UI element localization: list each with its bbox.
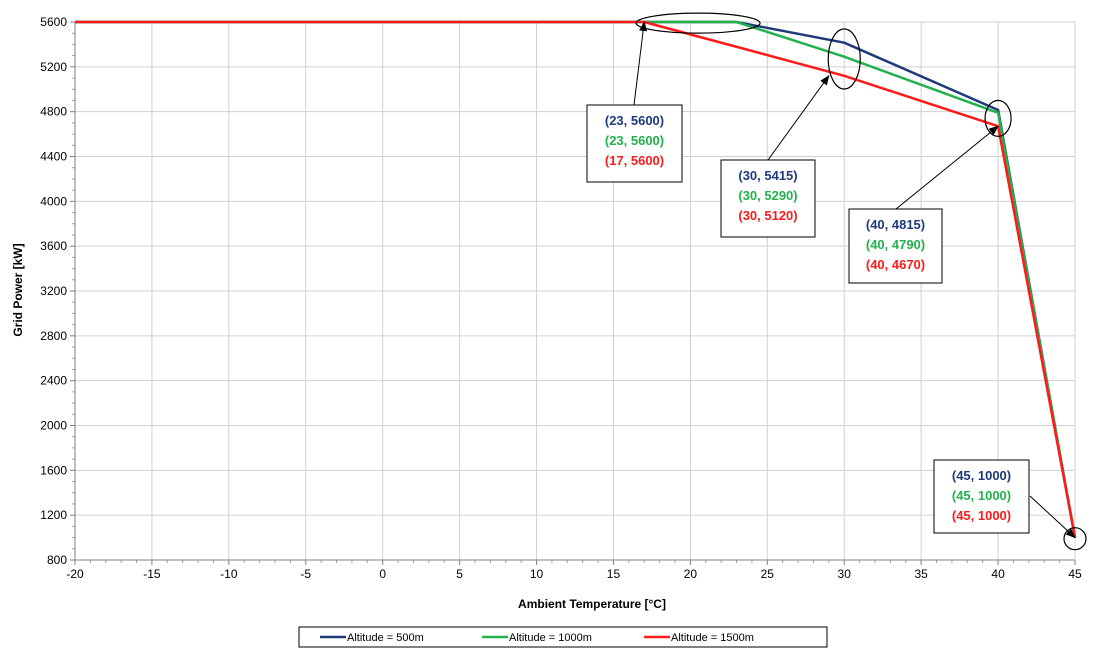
x-tick-label: 35 [914, 567, 928, 581]
highlight-ellipse [984, 99, 1012, 137]
series-line-3 [75, 20, 1077, 538]
annotation-callout: (40, 4815) (40, 4790) (40, 4670) [848, 125, 999, 284]
annotation-arrow [767, 74, 830, 161]
legend-label: Altitude = 1000m [509, 632, 592, 644]
y-tick-label: 4800 [40, 105, 67, 119]
annotation-box [720, 159, 816, 238]
y-tick-label: 1200 [40, 508, 67, 522]
annotation-label: (17, 5600) [605, 153, 664, 168]
annotation-label: (40, 4815) [866, 217, 925, 232]
x-tick-label: 45 [1068, 567, 1082, 581]
x-tick-label: 5 [456, 567, 463, 581]
x-tick-label: -20 [66, 567, 84, 581]
x-tick-label: 30 [838, 567, 852, 581]
highlight-ellipse [1063, 527, 1087, 551]
annotation-box [933, 459, 1030, 534]
y-tick-label: 2800 [40, 329, 67, 343]
x-tick-label: -10 [220, 567, 238, 581]
annotation-callout: (30, 5415) (30, 5290) (30, 5120) [720, 74, 830, 238]
legend-box [298, 626, 828, 648]
annotation-label: (45, 1000) [952, 508, 1011, 523]
annotation-label: (23, 5600) [605, 133, 664, 148]
highlight-ellipse [635, 12, 761, 34]
legend: Altitude = 500m Altitude = 1000m Altitude … [298, 626, 828, 648]
highlight-ellipse [827, 28, 861, 90]
x-tick-label: 0 [379, 567, 386, 581]
annotation-label: (30, 5290) [738, 188, 797, 203]
annotation-callout: (23, 5600) (23, 5600) (17, 5600) [586, 21, 683, 183]
y-tick-label: 2400 [40, 374, 67, 388]
y-axis-title: Grid Power [kW] [11, 243, 25, 336]
y-tick-label: 5200 [40, 60, 67, 74]
y-tick-label: 4400 [40, 150, 67, 164]
legend-label: Altitude = 500m [347, 632, 424, 644]
annotation-arrow [633, 21, 648, 106]
annotations: (23, 5600) (23, 5600) (17, 5600) (30, 5415)… [586, 21, 1076, 539]
annotation-label: (30, 5415) [738, 168, 797, 183]
y-tick-label: 800 [47, 553, 67, 567]
annotation-label: (45, 1000) [952, 488, 1011, 503]
highlight-ellipses [635, 12, 1087, 551]
annotation-label: (45, 1000) [952, 468, 1011, 483]
annotation-arrow [1029, 495, 1076, 539]
annotation-label: (23, 5600) [605, 113, 664, 128]
y-tick-label: 5600 [40, 15, 67, 29]
y-tick-label: 2000 [40, 419, 67, 433]
x-tick-label: 15 [607, 567, 621, 581]
y-tick-label: 3200 [40, 284, 67, 298]
y-tick-label: 4000 [40, 194, 67, 208]
x-tick-label: 10 [530, 567, 544, 581]
annotation-label: (40, 4790) [866, 237, 925, 252]
x-tick-label: -15 [143, 567, 161, 581]
annotation-arrow [895, 125, 999, 210]
axes: -20 -15 -10 -5 0 5 10 15 20 25 30 35 40 45 800 1200 1600… [40, 15, 1082, 581]
annotation-label: (40, 4670) [866, 257, 925, 272]
annotation-label: (30, 5120) [738, 208, 797, 223]
x-tick-label: 25 [761, 567, 775, 581]
x-tick-label: 20 [684, 567, 698, 581]
annotation-callout: (45, 1000) (45, 1000) (45, 1000) [933, 459, 1076, 539]
series-lines [75, 20, 1077, 538]
y-tick-label: 1600 [40, 463, 67, 477]
legend-label: Altitude = 1500m [671, 632, 754, 644]
x-tick-label: 40 [991, 567, 1005, 581]
y-tick-label: 3600 [40, 239, 67, 253]
x-tick-label: -5 [300, 567, 311, 581]
x-axis-title: Ambient Temperature [°C] [518, 597, 666, 611]
annotation-box [848, 208, 943, 284]
annotation-box [586, 104, 683, 183]
